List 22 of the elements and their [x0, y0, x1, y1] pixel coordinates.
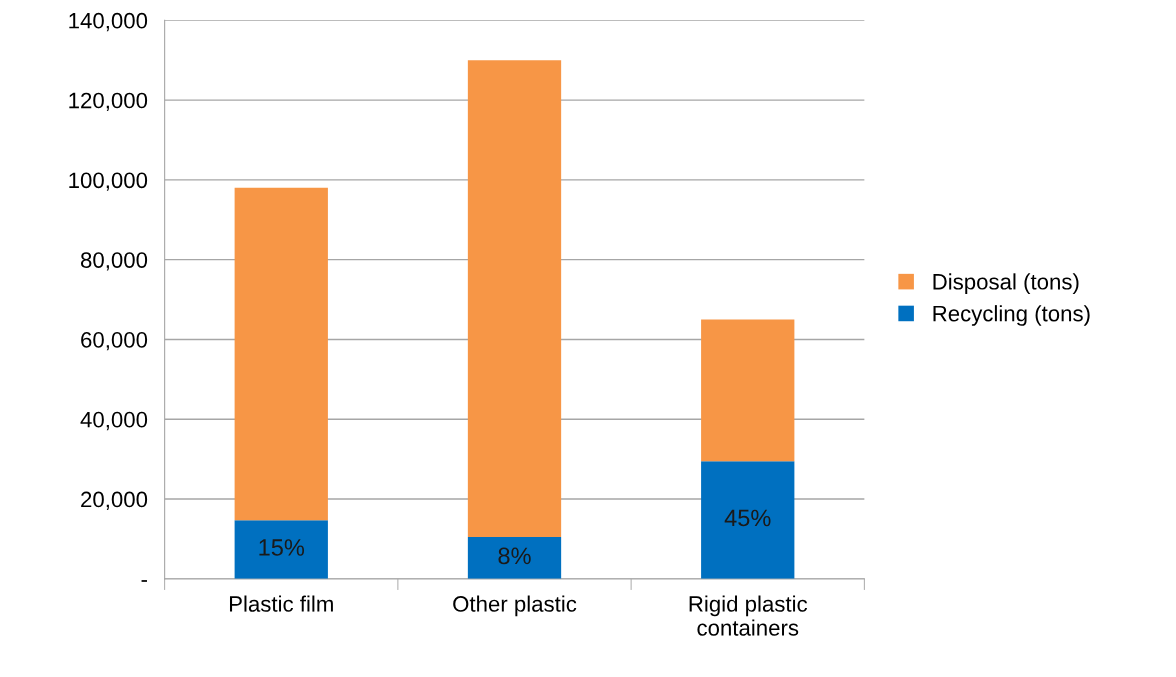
y-tick-label: -	[141, 580, 147, 582]
bar	[234, 520, 328, 579]
x-tick-label: Other plastic	[453, 595, 577, 617]
bar	[701, 319, 795, 462]
annotation: 45%	[724, 509, 771, 527]
legend-label: Recycling (tons)	[933, 305, 1090, 326]
x-tick-label: Rigid plastic containers	[689, 595, 808, 636]
annotation: 15%	[259, 539, 305, 556]
bar	[234, 187, 328, 521]
y-tick-label: 120,000	[69, 92, 148, 111]
y-tick-label: 20,000	[81, 491, 148, 510]
y-tick-label: 60,000	[81, 332, 148, 351]
bar	[467, 536, 562, 579]
x-tick-label: Plastic film	[229, 595, 333, 612]
y-tick-label: 80,000	[80, 252, 148, 271]
annotation: 8%	[498, 547, 531, 565]
bar	[701, 461, 795, 579]
bar	[467, 60, 562, 537]
y-tick-label: 140,000	[69, 12, 148, 32]
legend-label: Disposal (tons)	[933, 273, 1079, 295]
y-tick-label: 100,000	[69, 172, 148, 191]
y-tick-label: 40,000	[80, 411, 148, 431]
